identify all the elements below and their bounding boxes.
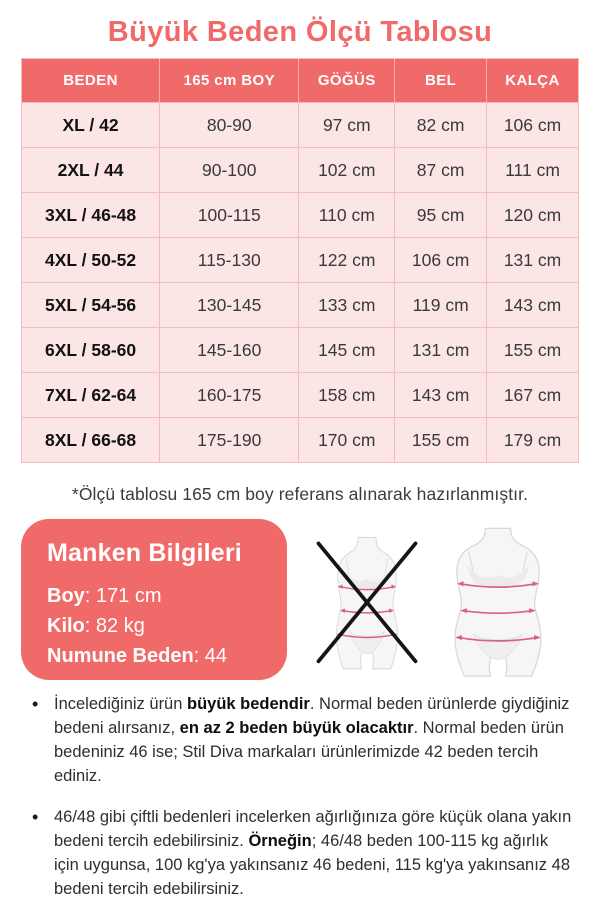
measurement-cell: 155 cm	[394, 417, 488, 463]
column-header: 165 cm BOY	[159, 58, 300, 103]
measurement-cell: 102 cm	[298, 147, 396, 193]
measurement-cell: 160-175	[159, 372, 300, 418]
table-row: 3XL / 46-48 100-115 110 cm 95 cm 120 cm	[20, 192, 579, 238]
table-row: 7XL / 62-64 160-175 158 cm 143 cm 167 cm	[20, 372, 579, 418]
size-cell: XL / 42	[20, 102, 161, 148]
page-title: Büyük Beden Ölçü Tablosu	[107, 16, 493, 48]
measurement-cell: 143 cm	[486, 282, 579, 328]
measurement-cell: 122 cm	[298, 237, 396, 283]
size-table-header-row: BEDEN 165 cm BOY GÖĞÜS BEL KALÇA	[21, 58, 579, 103]
column-header: BEL	[394, 58, 488, 103]
measurement-cell: 170 cm	[298, 417, 396, 463]
measurement-cell: 111 cm	[486, 147, 579, 193]
size-table-body: XL / 42 80-90 97 cm 82 cm 106 cm 2XL / 44 90-1…	[20, 102, 579, 463]
table-row: 4XL / 50-52 115-130 122 cm 106 cm 131 cm	[20, 237, 579, 283]
size-cell: 5XL / 54-56	[20, 282, 161, 328]
measurement-cell: 95 cm	[394, 192, 488, 238]
table-row: 5XL / 54-56 130-145 133 cm 119 cm 143 cm	[20, 282, 579, 328]
size-cell: 7XL / 62-64	[20, 372, 161, 418]
measurement-cell: 106 cm	[394, 237, 488, 283]
measurement-cell: 167 cm	[486, 372, 579, 418]
column-header: KALÇA	[486, 58, 579, 103]
size-cell: 8XL / 66-68	[20, 417, 161, 463]
table-row: 6XL / 58-60 145-160 145 cm 131 cm 155 cm	[20, 327, 579, 373]
slim-body-crossed-icon	[316, 536, 418, 670]
plus-size-body-icon	[454, 527, 542, 677]
note-item: 46/48 gibi çiftli bedenleri incelerken a…	[28, 805, 576, 900]
x-mark-icon	[316, 541, 418, 664]
model-info-field: Numune Beden: 44	[47, 645, 228, 667]
table-row: 8XL / 66-68 175-190 170 cm 155 cm 179 cm	[20, 417, 579, 463]
measurement-cell: 97 cm	[298, 102, 396, 148]
measurement-cell: 130-145	[159, 282, 300, 328]
model-info-field: Kilo: 82 kg	[47, 615, 145, 637]
measurement-cell: 155 cm	[486, 327, 579, 373]
notes-list: İncelediğiniz ürün büyük bedendir. Norma…	[28, 692, 576, 900]
table-row: XL / 42 80-90 97 cm 82 cm 106 cm	[20, 102, 579, 148]
model-info-heading: Manken Bilgileri	[47, 539, 242, 567]
measurement-cell: 158 cm	[298, 372, 396, 418]
model-info-card: Manken Bilgileri Boy: 171 cm Kilo: 82 kg N…	[21, 519, 287, 680]
measurement-cell: 131 cm	[394, 327, 488, 373]
table-footnote: *Ölçü tablosu 165 cm boy referans alınar…	[71, 484, 529, 504]
measurement-cell: 143 cm	[394, 372, 488, 418]
measurement-cell: 106 cm	[486, 102, 579, 148]
measurement-cell: 82 cm	[394, 102, 488, 148]
measurement-cell: 80-90	[159, 102, 300, 148]
size-table-container: BEDEN 165 cm BOY GÖĞÜS BEL KALÇA XL / 42 80-9…	[20, 58, 579, 463]
note-item: İncelediğiniz ürün büyük bedendir. Norma…	[28, 692, 576, 788]
measurement-cell: 90-100	[159, 147, 300, 193]
measurement-cell: 145-160	[159, 327, 300, 373]
model-info-fields: Boy: 171 cm Kilo: 82 kg Numune Beden: 44	[47, 581, 287, 671]
measurement-cell: 87 cm	[394, 147, 488, 193]
measurement-cell: 110 cm	[298, 192, 396, 238]
measurement-cell: 145 cm	[298, 327, 396, 373]
measurement-cell: 100-115	[159, 192, 300, 238]
column-header: BEDEN	[21, 58, 161, 103]
measurement-cell: 131 cm	[486, 237, 579, 283]
size-table: BEDEN 165 cm BOY GÖĞÜS BEL KALÇA XL / 42 80-9…	[20, 58, 579, 463]
size-cell: 2XL / 44	[20, 147, 161, 193]
measurement-cell: 120 cm	[486, 192, 579, 238]
size-cell: 3XL / 46-48	[20, 192, 161, 238]
measurement-cell: 133 cm	[298, 282, 396, 328]
size-cell: 6XL / 58-60	[20, 327, 161, 373]
measurement-cell: 119 cm	[394, 282, 488, 328]
measurement-cell: 175-190	[159, 417, 300, 463]
measurement-cell: 115-130	[159, 237, 300, 283]
column-header: GÖĞÜS	[298, 58, 396, 103]
size-cell: 4XL / 50-52	[20, 237, 161, 283]
table-row: 2XL / 44 90-100 102 cm 87 cm 111 cm	[20, 147, 579, 193]
model-info-field: Boy: 171 cm	[47, 585, 162, 607]
measurement-cell: 179 cm	[486, 417, 579, 463]
